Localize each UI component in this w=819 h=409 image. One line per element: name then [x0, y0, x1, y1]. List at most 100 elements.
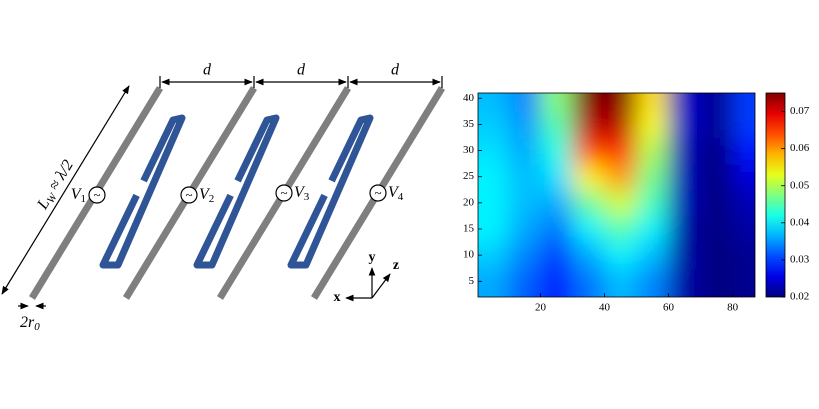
heat-cell: [540, 137, 573, 165]
heat-cell: [700, 268, 734, 297]
heat-cell: [572, 215, 605, 243]
heat-cell: [668, 163, 702, 191]
heat-cell: [700, 215, 734, 243]
heat-cell: [572, 111, 605, 138]
colorbar: [765, 92, 786, 298]
heat-cell: [508, 137, 541, 165]
heat-cell: [604, 189, 638, 217]
label-part: V: [388, 184, 400, 201]
heat-cell: [604, 163, 638, 191]
heat-cell: [604, 111, 638, 138]
label-part: 3: [304, 191, 310, 203]
heat-cell: [700, 137, 734, 165]
heat-cell: [668, 93, 702, 112]
label-part: V: [199, 186, 211, 203]
heat-cell: [478, 111, 509, 138]
source-circle: [275, 184, 293, 202]
colorbar-tick-label: 0.07: [790, 105, 810, 117]
heat-cell: [700, 189, 734, 217]
heat-cell: [540, 163, 573, 191]
source-circle: [88, 186, 106, 204]
source-circle: [369, 184, 387, 202]
heat-cell: [540, 242, 573, 269]
array-diagram: d d d LW ≈ λ/2 2r0 ~ V1 ~ V2 ~ V3 ~ V4: [1, 62, 445, 333]
heat-cell: [508, 268, 541, 297]
heat-cell: [732, 111, 755, 138]
label-part: 0: [34, 321, 40, 333]
heat-cell: [700, 93, 734, 112]
axis-arrow: [371, 273, 391, 299]
heat-cell: [700, 111, 734, 138]
heat-cell: [540, 268, 573, 297]
y-tick-label: 10: [463, 249, 475, 261]
heat-cell: [572, 242, 605, 269]
source-symbol: ~: [374, 185, 381, 200]
heat-cell: [540, 189, 573, 217]
source-label: V3: [294, 184, 310, 203]
heat-cell: [636, 93, 670, 112]
source-symbol: ~: [93, 187, 100, 202]
colorbar-tick-label: 0.06: [790, 142, 810, 154]
heat-cell: [478, 242, 509, 269]
source-label: V1: [71, 186, 86, 205]
heat-cell: [508, 189, 541, 217]
heat-cell: [478, 268, 509, 297]
y-tick-label: 40: [463, 92, 475, 104]
x-tick-label: 80: [727, 302, 739, 314]
heat-cell: [572, 163, 605, 191]
colorbar-tick-label: 0.02: [790, 291, 809, 303]
heat-cell: [732, 137, 755, 165]
source-label: V4: [388, 184, 404, 203]
y-tick-label: 30: [463, 144, 475, 156]
source: ~ V2: [180, 186, 214, 205]
heat-cell: [604, 93, 638, 112]
x-tick-label: 60: [663, 302, 675, 314]
heat-cell: [604, 242, 638, 269]
heat-cell: [732, 93, 755, 112]
heat-cell: [604, 268, 638, 297]
heat-cell: [478, 93, 509, 112]
radius-label: 2r0: [20, 314, 40, 333]
y-tick-label: 5: [469, 275, 475, 287]
loop: [99, 114, 186, 269]
colorbar-tick-label: 0.04: [790, 216, 810, 228]
heat-cell: [540, 111, 573, 138]
x-tick-label: 40: [599, 302, 611, 314]
heat-cell: [668, 137, 702, 165]
length-arrow: [1, 85, 130, 295]
heat-cell: [636, 215, 670, 243]
heat-cell: [508, 111, 541, 138]
source-label: V2: [199, 186, 214, 205]
heat-cell: [508, 215, 541, 243]
loop: [193, 114, 280, 269]
plot-frame: [477, 92, 756, 298]
heat-cell: [636, 111, 670, 138]
heat-cell: [636, 137, 670, 165]
heat-cell: [732, 268, 755, 297]
spacing-label: d: [391, 62, 400, 79]
heat-cell: [604, 215, 638, 243]
source-symbol: ~: [185, 187, 192, 202]
heat-cell: [540, 215, 573, 243]
label-part: 1: [81, 193, 87, 205]
label-part: 2: [209, 193, 215, 205]
heat-cell: [732, 189, 755, 217]
heat-cell: [508, 163, 541, 191]
heat-cell: [508, 242, 541, 269]
heatmap-cells: [478, 93, 755, 297]
heatmap: [478, 93, 755, 297]
colorbar-tick-label: 0.05: [790, 179, 810, 191]
heat-cell: [668, 242, 702, 269]
heat-cell: [732, 163, 755, 191]
heat-cell: [668, 215, 702, 243]
source-symbol: ~: [280, 185, 287, 200]
heat-cell: [700, 242, 734, 269]
heat-cell: [668, 268, 702, 297]
heat-cell: [668, 189, 702, 217]
label-part: V: [294, 184, 306, 201]
source: ~ V4: [369, 184, 404, 203]
label-part: 4: [398, 191, 404, 203]
heat-cell: [572, 93, 605, 112]
spacing-label: d: [203, 62, 212, 79]
